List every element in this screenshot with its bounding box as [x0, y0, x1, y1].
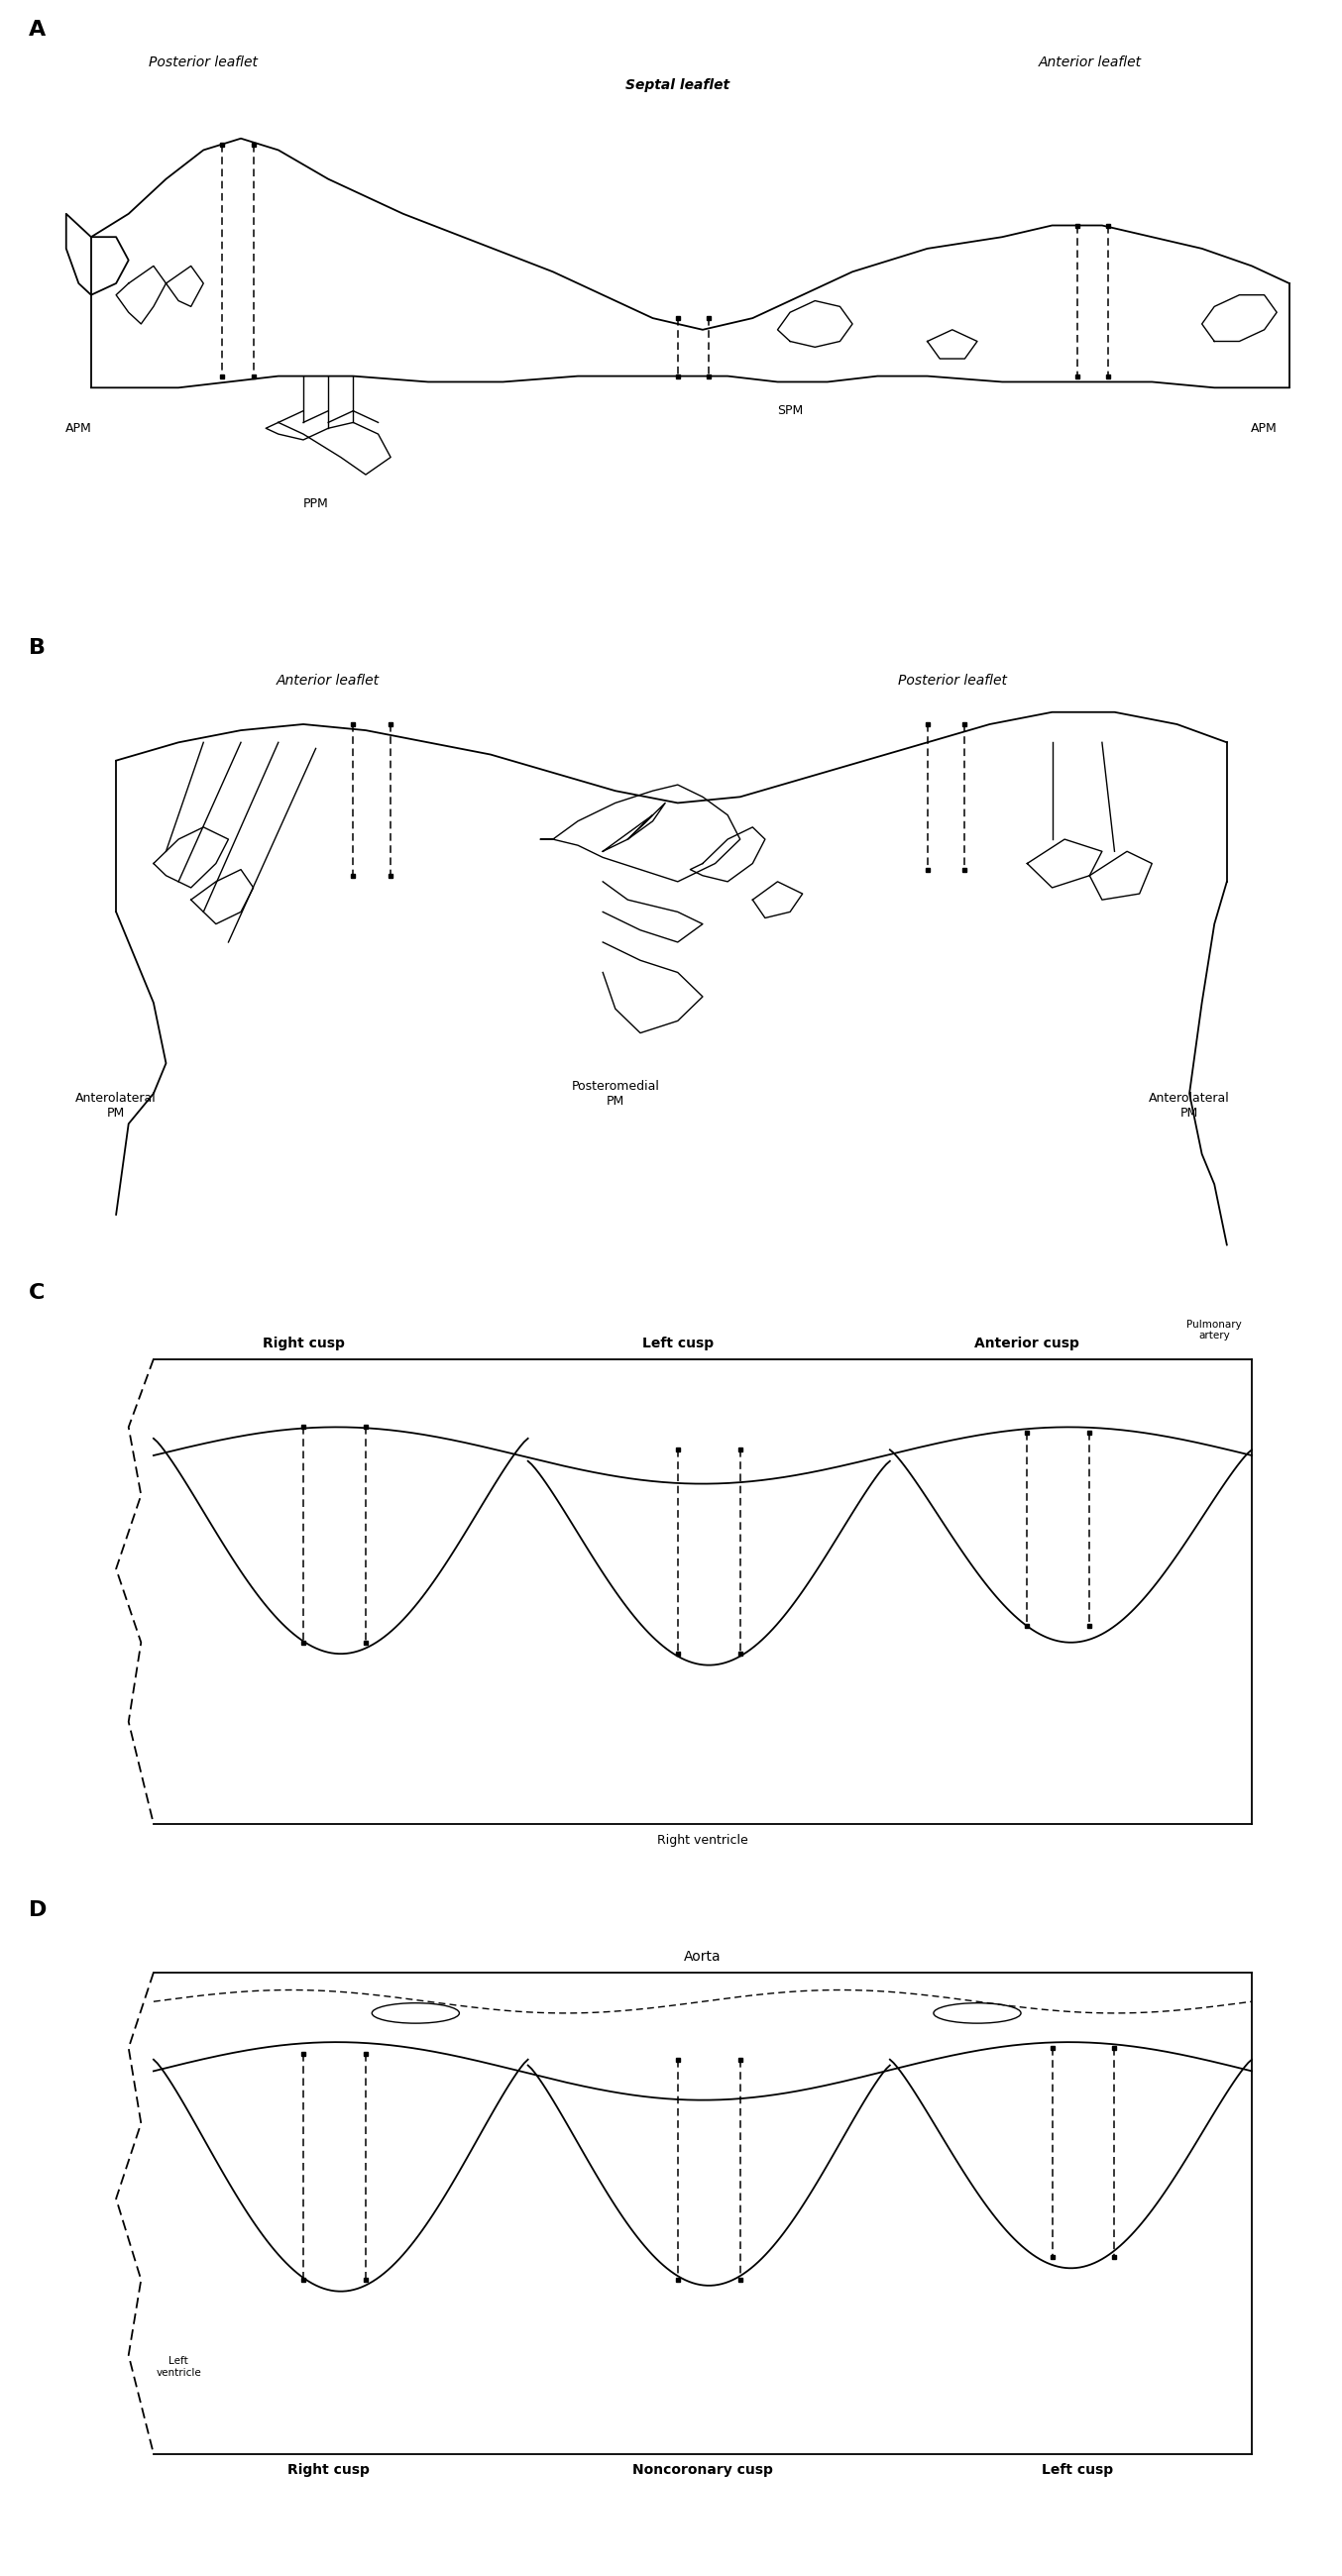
Text: B: B — [28, 639, 46, 657]
Ellipse shape — [934, 2004, 1021, 2022]
Text: D: D — [28, 1901, 47, 1922]
Text: Anterolateral
PM: Anterolateral PM — [1149, 1092, 1229, 1121]
Ellipse shape — [372, 2004, 459, 2022]
Text: A: A — [28, 21, 46, 41]
Text: Anterolateral
PM: Anterolateral PM — [75, 1092, 157, 1121]
Text: APM: APM — [66, 422, 91, 435]
Text: Anterior leaflet: Anterior leaflet — [276, 675, 380, 688]
Text: Left cusp: Left cusp — [641, 1337, 714, 1350]
Text: Pulmonary
artery: Pulmonary artery — [1186, 1319, 1241, 1342]
Text: Posteromedial
PM: Posteromedial PM — [572, 1079, 659, 1108]
Text: PPM: PPM — [303, 497, 329, 510]
Text: Anterior cusp: Anterior cusp — [974, 1337, 1079, 1350]
Text: Left cusp: Left cusp — [1041, 2463, 1113, 2478]
Text: Aorta: Aorta — [684, 1950, 721, 1963]
Text: SPM: SPM — [777, 404, 803, 417]
Text: Posterior leaflet: Posterior leaflet — [149, 54, 258, 70]
Text: Right ventricle: Right ventricle — [658, 1834, 747, 1847]
Text: Anterior leaflet: Anterior leaflet — [1037, 54, 1141, 70]
Text: Septal leaflet: Septal leaflet — [625, 77, 730, 93]
Text: Posterior leaflet: Posterior leaflet — [898, 675, 1006, 688]
Text: APM: APM — [1251, 422, 1278, 435]
Text: Left
ventricle: Left ventricle — [156, 2357, 201, 2378]
Text: Right cusp: Right cusp — [287, 2463, 369, 2478]
Text: Noncoronary cusp: Noncoronary cusp — [632, 2463, 773, 2478]
Text: C: C — [28, 1283, 44, 1303]
Text: Right cusp: Right cusp — [262, 1337, 345, 1350]
